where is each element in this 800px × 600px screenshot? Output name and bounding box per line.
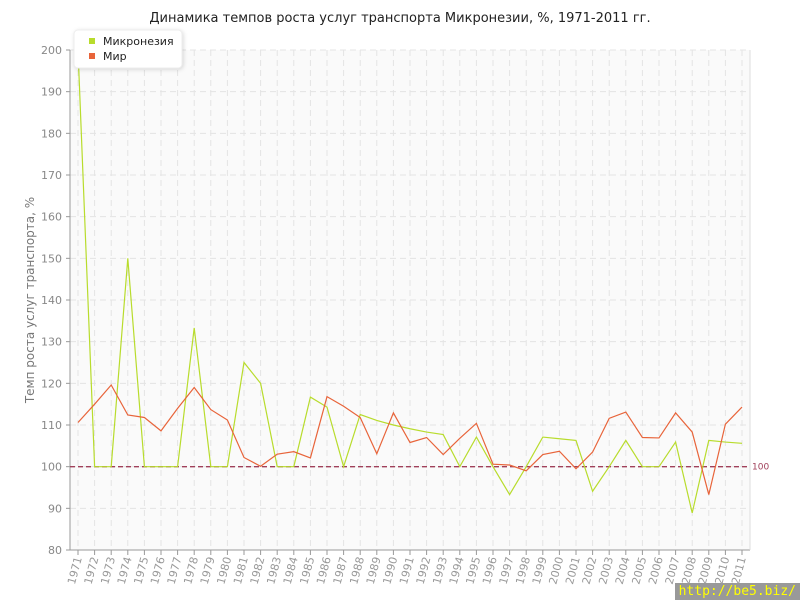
y-tick-label: 130 bbox=[41, 336, 62, 349]
y-tick-label: 160 bbox=[41, 211, 62, 224]
y-tick-label: 100 bbox=[41, 461, 62, 474]
series-line-micronesia bbox=[77, 49, 743, 514]
legend-swatch bbox=[89, 38, 95, 44]
y-tick-label: 200 bbox=[41, 44, 62, 57]
series-line-world bbox=[77, 383, 743, 495]
y-tick-label: 180 bbox=[41, 127, 62, 140]
y-tick-label: 80 bbox=[48, 544, 62, 557]
y-tick-label: 170 bbox=[41, 169, 62, 182]
watermark: http://be5.biz/ bbox=[674, 583, 800, 600]
chart-title: Динамика темпов роста услуг транспорта М… bbox=[149, 11, 650, 26]
legend-label: Мир bbox=[103, 50, 127, 63]
y-tick-label: 140 bbox=[41, 294, 62, 307]
y-tick-label: 120 bbox=[41, 377, 62, 390]
y-tick-label: 110 bbox=[41, 419, 62, 432]
legend-swatch bbox=[89, 53, 95, 59]
reference-line-label: 100 bbox=[752, 463, 769, 473]
legend-box bbox=[73, 29, 183, 69]
y-axis-label: Темп роста услуг транспорта, % bbox=[23, 197, 37, 404]
legend-label: Микронезия bbox=[103, 35, 174, 48]
y-tick-label: 90 bbox=[48, 502, 62, 515]
x-tick-label: 2011 bbox=[729, 555, 749, 585]
y-tick-label: 150 bbox=[41, 252, 62, 265]
y-tick-label: 190 bbox=[41, 86, 62, 99]
